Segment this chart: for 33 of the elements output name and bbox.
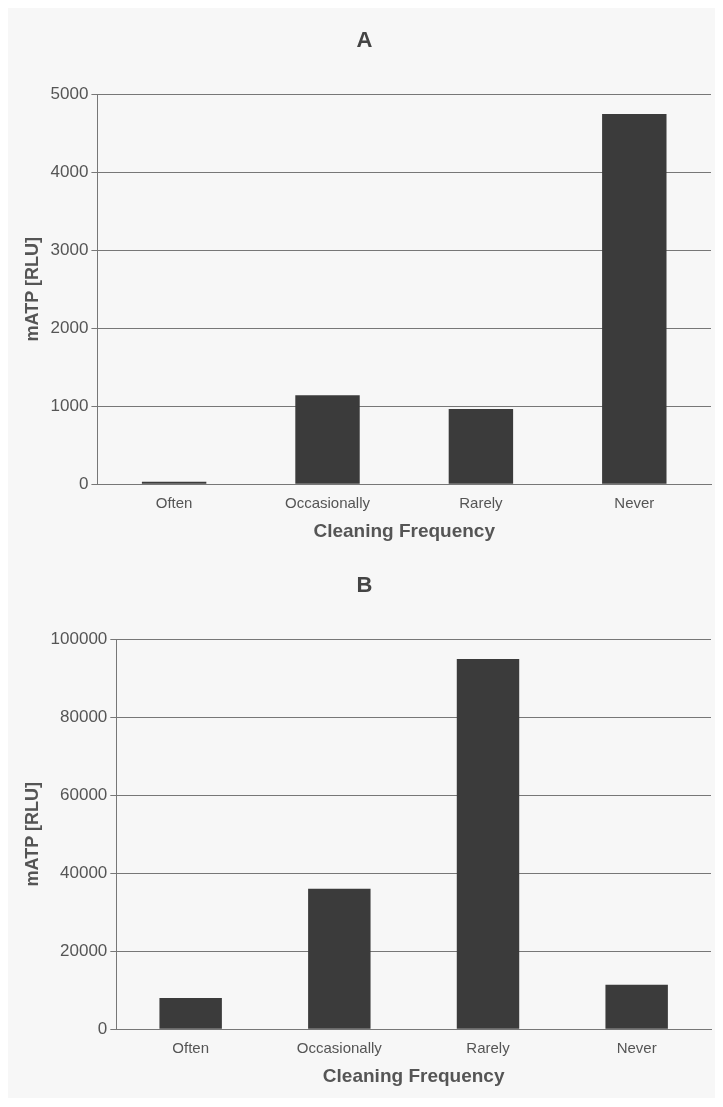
- bar: [308, 888, 371, 1029]
- y-tick-label: 40000: [60, 862, 108, 882]
- y-tick-label: 2000: [50, 317, 89, 337]
- x-tick-label: Rarely: [466, 1039, 511, 1057]
- x-tick-label: Rarely: [459, 494, 504, 512]
- y-axis-title: mATP [RLU]: [21, 782, 42, 887]
- x-tick-label: Never: [614, 494, 655, 512]
- x-tick-label: Often: [172, 1039, 210, 1057]
- bar: [295, 395, 360, 484]
- y-tick-label: 0: [97, 1018, 108, 1038]
- y-tick-label: 100000: [50, 629, 108, 649]
- x-tick-label: Never: [616, 1039, 657, 1057]
- y-tick-label: 20000: [60, 940, 108, 960]
- y-tick-label: 4000: [50, 162, 89, 182]
- x-tick-label: Often: [155, 494, 193, 512]
- y-tick-label: 60000: [60, 785, 108, 805]
- x-axis-title: Cleaning Frequency: [322, 1064, 505, 1086]
- bar: [448, 408, 514, 484]
- bar: [605, 984, 668, 1029]
- y-tick-label: 0: [78, 473, 89, 493]
- y-tick-label: 3000: [50, 240, 89, 260]
- y-tick-label: 5000: [50, 84, 89, 104]
- y-tick-label: 1000: [50, 395, 89, 415]
- y-axis-title: mATP [RLU]: [21, 237, 42, 342]
- y-tick-label: 80000: [60, 707, 108, 727]
- bar: [602, 113, 667, 484]
- x-axis-title: Cleaning Frequency: [313, 519, 496, 541]
- bar: [456, 658, 520, 1029]
- x-tick-label: Occasionally: [296, 1039, 383, 1057]
- chart-title: B: [356, 572, 373, 598]
- x-tick-label: Occasionally: [284, 494, 371, 512]
- bar: [159, 998, 222, 1029]
- chart-title: A: [356, 27, 373, 53]
